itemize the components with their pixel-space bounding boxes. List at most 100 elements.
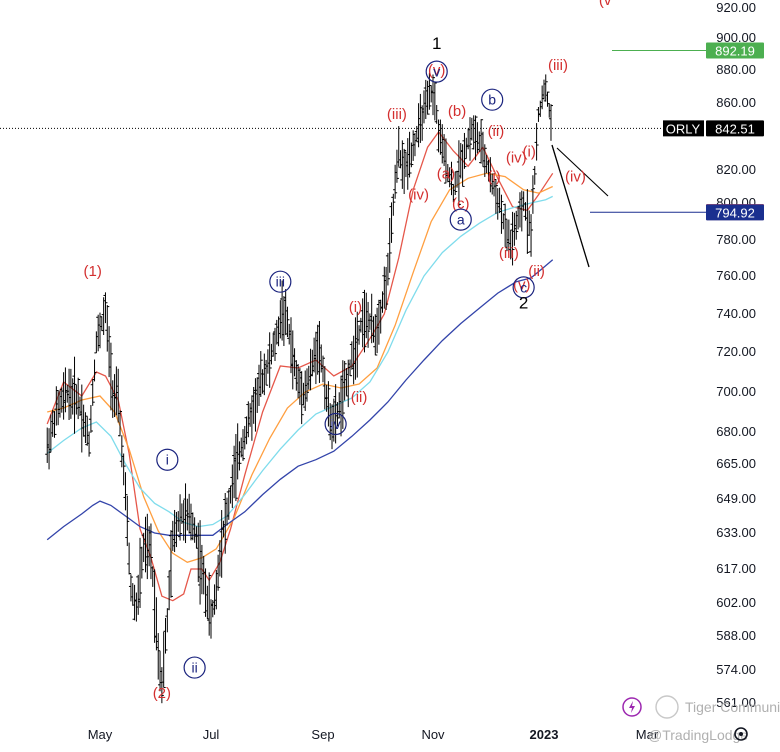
wave-label: (v)	[428, 62, 446, 79]
price-bar	[156, 633, 161, 680]
svg-text:(b): (b)	[448, 103, 466, 120]
y-tick-label: 561.00	[716, 695, 756, 710]
price-tag-label: 892.19	[715, 43, 755, 58]
price-bar	[340, 360, 345, 429]
svg-text:(iv): (iv)	[565, 169, 586, 186]
price-bar	[168, 530, 173, 598]
wave-label: (v	[599, 0, 612, 9]
price-tag: 794.92	[706, 204, 764, 221]
price-bar	[88, 404, 93, 433]
y-tick-label: 740.00	[716, 306, 756, 321]
svg-text:2: 2	[519, 293, 528, 312]
price-bar	[139, 546, 144, 579]
price-bar	[432, 82, 437, 121]
wave-label: iv	[324, 412, 347, 436]
price-bar	[482, 144, 487, 177]
price-bar	[548, 104, 553, 141]
svg-text:c: c	[520, 279, 527, 295]
footer-text: Tiger Community	[685, 699, 780, 715]
wave-label: (v)	[513, 276, 531, 293]
price-bar	[342, 360, 347, 401]
svg-text:(2): (2)	[153, 685, 171, 702]
svg-text:v: v	[433, 64, 440, 80]
moving-averages	[46, 130, 554, 602]
x-tick-label: 2023	[530, 727, 559, 742]
price-bar	[273, 327, 277, 362]
price-bar	[453, 171, 458, 196]
gear-icon	[734, 727, 748, 741]
price-bar	[393, 164, 398, 199]
svg-text:a: a	[457, 212, 465, 228]
symbol-tag-label: ORLY	[666, 121, 701, 136]
svg-text:iv: iv	[331, 416, 341, 432]
y-tick-label: 780.00	[716, 232, 756, 247]
wave-label: (iii)	[499, 245, 519, 262]
price-bar	[391, 193, 396, 216]
y-tick-label: 880.00	[716, 62, 756, 77]
price-bar	[451, 183, 456, 203]
price-bar	[545, 91, 550, 107]
moving-average-line-3	[46, 195, 553, 528]
price-bar	[400, 140, 405, 189]
price-bar	[87, 431, 92, 457]
wave-trendline-b-c	[551, 144, 590, 268]
moving-average-line-2	[47, 172, 553, 564]
price-bar	[207, 572, 212, 636]
x-tick-label: May	[88, 727, 113, 742]
price-bar	[407, 131, 412, 178]
price-bar	[52, 411, 57, 438]
y-tick-label: 900.00	[716, 30, 756, 45]
price-bar	[121, 453, 126, 486]
svg-text:b: b	[488, 92, 496, 108]
price-bar	[348, 359, 353, 377]
price-bar	[462, 132, 467, 169]
wave-label: (c)	[452, 196, 470, 213]
price-bar	[434, 105, 439, 124]
settings-button[interactable]	[734, 727, 748, 741]
price-tag-label: 842.51	[715, 121, 755, 136]
price-bar	[530, 175, 535, 214]
wave-label: (2)	[153, 685, 171, 702]
price-bar	[72, 356, 77, 434]
wave-label: b	[481, 88, 504, 111]
logo-icon	[622, 697, 642, 717]
y-tick-label: 588.00	[716, 628, 756, 643]
wave-label: (iii)	[387, 106, 407, 123]
trendlines	[551, 144, 609, 268]
price-bar	[161, 631, 166, 689]
price-bar	[362, 289, 367, 353]
price-bar	[163, 617, 168, 654]
x-tick-label: Jul	[203, 727, 220, 742]
x-tick-label: Sep	[311, 727, 334, 742]
y-axis[interactable]: 561.00 574.00 588.00 602.00 617.00 633.00 649.…	[716, 0, 756, 710]
price-bar	[387, 218, 392, 273]
price-bar	[326, 381, 331, 427]
x-tick-label: Nov	[421, 727, 445, 742]
price-bar	[127, 542, 132, 575]
x-axis[interactable]: May Jul Sep Nov 2023 Mar	[88, 727, 659, 742]
price-bar	[394, 149, 399, 183]
wave-trendline-upper	[556, 147, 609, 197]
price-bar	[499, 194, 504, 234]
wave-label: (ii)	[351, 389, 368, 406]
price-bars	[45, 72, 553, 704]
price-bar	[543, 74, 548, 102]
price-bar	[529, 214, 534, 257]
price-bar	[76, 377, 81, 420]
svg-text:1: 1	[432, 34, 441, 53]
price-bar	[233, 434, 238, 502]
svg-text:iii: iii	[276, 274, 285, 290]
price-bar	[373, 314, 378, 356]
tiger-logo-icon	[655, 695, 679, 719]
gear-hub	[739, 732, 743, 736]
watermark-text: @TradingLodge	[648, 727, 748, 743]
price-bar	[123, 472, 128, 511]
y-tick-label: 617.00	[716, 561, 756, 576]
price-bar	[532, 166, 537, 185]
svg-text:i: i	[166, 452, 169, 468]
y-tick-label: 633.00	[716, 525, 756, 540]
price-bar	[148, 523, 153, 580]
price-bar	[125, 495, 130, 547]
wave-label: (iv)	[506, 149, 527, 166]
